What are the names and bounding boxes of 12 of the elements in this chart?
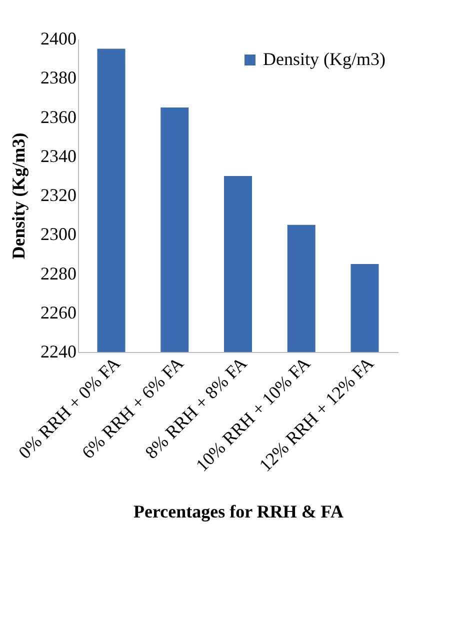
y-tick-label: 2320	[40, 185, 76, 205]
y-tick-label: 2240	[40, 342, 76, 362]
y-tick-label: 2380	[40, 68, 76, 88]
y-tick-label: 2260	[40, 302, 76, 322]
x-axis-title: Percentages for RRH & FA	[134, 501, 344, 522]
y-axis-title: Density (Kg/m3)	[8, 132, 28, 260]
legend-label: Density (Kg/m3)	[263, 49, 386, 69]
y-tick-label: 2360	[40, 106, 76, 127]
y-tick-label: 2400	[40, 28, 76, 48]
y-tick-label: 2340	[40, 146, 76, 166]
y-tick-label: 2300	[40, 224, 76, 244]
y-tick-label: 2280	[40, 263, 76, 284]
